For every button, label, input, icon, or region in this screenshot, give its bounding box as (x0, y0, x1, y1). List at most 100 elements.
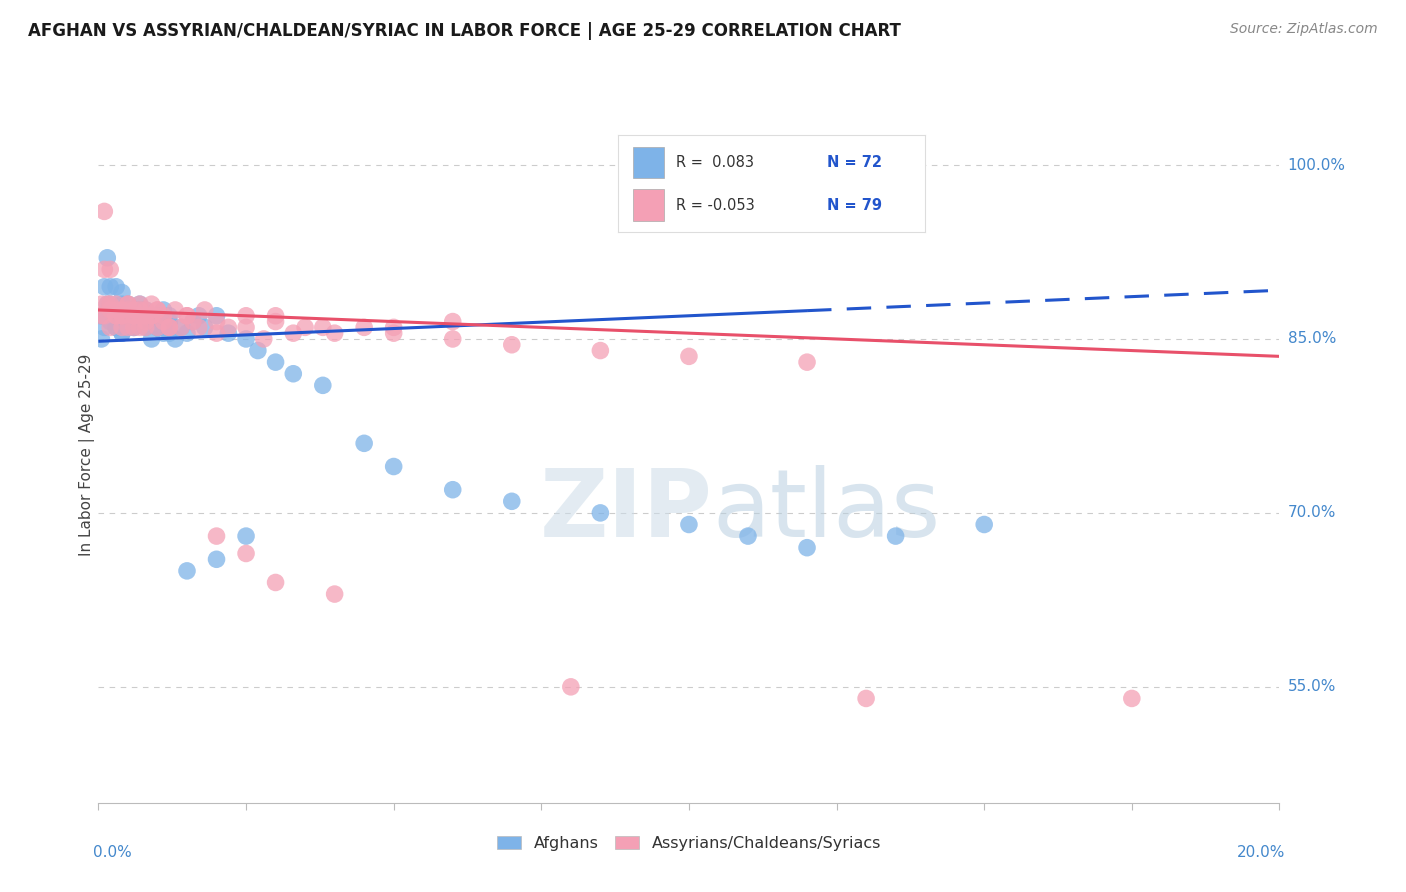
Bar (634, 189, 664, 220)
Point (90, 309, 112, 323)
Point (105, 320, 128, 334)
Text: N = 79: N = 79 (827, 197, 882, 212)
Point (165, 332, 187, 346)
Point (141, 309, 163, 323)
Point (98, 297, 121, 311)
Text: 100.0%: 100.0% (1288, 158, 1346, 172)
Point (111, 320, 134, 334)
Point (176, 326, 198, 341)
Point (93, 280, 115, 294)
Point (205, 552, 228, 566)
Point (205, 309, 228, 323)
Text: N = 72: N = 72 (827, 154, 882, 169)
Point (128, 320, 150, 334)
Point (246, 343, 269, 358)
Point (93, 309, 115, 323)
Text: ZIP: ZIP (540, 465, 713, 557)
Point (217, 320, 239, 334)
Point (165, 303, 187, 318)
Point (96, 297, 118, 311)
Point (217, 326, 239, 341)
Point (122, 309, 145, 323)
Point (560, 680, 582, 694)
Point (111, 309, 134, 323)
Point (122, 320, 145, 334)
Point (382, 459, 405, 474)
Point (157, 320, 180, 334)
Point (176, 309, 198, 323)
Point (135, 309, 157, 323)
Point (283, 326, 305, 341)
Point (170, 320, 193, 334)
Point (312, 320, 335, 334)
Point (128, 303, 150, 318)
Point (111, 303, 134, 318)
Point (194, 320, 217, 334)
Point (117, 315, 139, 329)
Point (382, 326, 405, 341)
Point (105, 303, 128, 318)
Point (117, 297, 139, 311)
Point (157, 309, 180, 323)
Point (146, 303, 169, 318)
Text: 55.0%: 55.0% (1288, 680, 1336, 694)
Point (141, 309, 163, 323)
Point (90, 332, 112, 346)
Point (264, 309, 287, 323)
Point (117, 303, 139, 318)
Point (146, 320, 169, 334)
Point (264, 315, 287, 329)
Point (146, 320, 169, 334)
Point (117, 320, 139, 334)
Point (264, 355, 287, 369)
Point (187, 320, 209, 334)
Point (264, 575, 287, 590)
Point (176, 564, 198, 578)
Point (441, 315, 464, 329)
Point (111, 285, 134, 300)
Point (181, 315, 204, 329)
Point (96, 297, 118, 311)
Point (105, 320, 128, 334)
Point (128, 297, 150, 311)
Point (105, 297, 128, 311)
Legend: Afghans, Assyrians/Chaldeans/Syriacs: Afghans, Assyrians/Chaldeans/Syriacs (491, 830, 887, 857)
Point (105, 280, 128, 294)
Text: Source: ZipAtlas.com: Source: ZipAtlas.com (1230, 22, 1378, 37)
Point (501, 494, 523, 508)
Point (93, 204, 115, 219)
Point (122, 309, 145, 323)
Text: R =  0.083: R = 0.083 (676, 154, 755, 169)
Point (187, 309, 209, 323)
Point (884, 529, 907, 543)
Point (128, 315, 150, 329)
Point (98, 280, 121, 294)
Point (93, 262, 115, 277)
Point (98, 262, 121, 277)
Point (98, 303, 121, 318)
Point (194, 303, 217, 318)
Point (678, 350, 700, 364)
Point (146, 320, 169, 334)
Point (128, 297, 150, 311)
Point (796, 541, 818, 555)
Point (98, 315, 121, 329)
Point (235, 309, 257, 323)
Point (141, 315, 163, 329)
Point (441, 332, 464, 346)
Point (441, 483, 464, 497)
Point (122, 320, 145, 334)
Point (501, 338, 523, 352)
Point (122, 320, 145, 334)
Point (205, 529, 228, 543)
Point (589, 343, 612, 358)
Point (205, 326, 228, 341)
Point (90, 297, 112, 311)
Point (353, 320, 375, 334)
Point (152, 303, 174, 318)
Y-axis label: In Labor Force | Age 25-29: In Labor Force | Age 25-29 (79, 354, 96, 556)
Text: atlas: atlas (713, 465, 941, 557)
Text: AFGHAN VS ASSYRIAN/CHALDEAN/SYRIAC IN LABOR FORCE | AGE 25-29 CORRELATION CHART: AFGHAN VS ASSYRIAN/CHALDEAN/SYRIAC IN LA… (28, 22, 901, 40)
Point (135, 309, 157, 323)
Point (170, 320, 193, 334)
